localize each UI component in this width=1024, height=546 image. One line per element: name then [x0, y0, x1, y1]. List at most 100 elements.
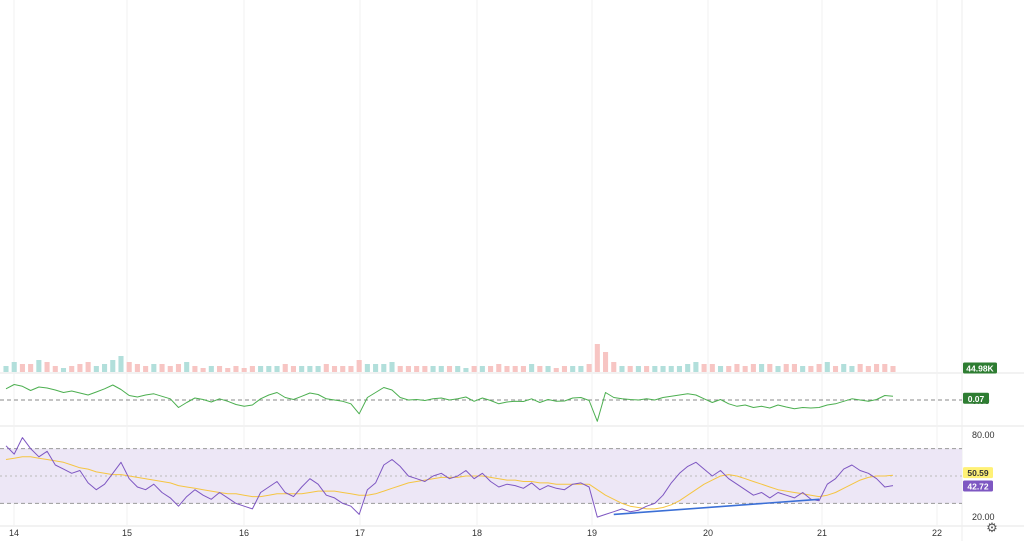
volume-bar	[200, 368, 206, 372]
volume-bar	[438, 366, 444, 372]
volume-bar	[60, 368, 67, 372]
volume-bar	[340, 366, 346, 372]
volume-bar	[520, 366, 526, 372]
time-axis-tick: 15	[122, 528, 132, 538]
volume-bar	[488, 366, 494, 372]
oscillator-line	[5, 384, 894, 422]
volume-bar	[167, 366, 173, 372]
volume-bar	[348, 366, 354, 372]
volume-bar	[652, 366, 658, 372]
volume-bar	[668, 366, 674, 372]
rsi-ma-tag-bg	[963, 467, 993, 479]
time-axis-tick: 19	[587, 528, 597, 538]
volume-bar	[734, 364, 740, 372]
volume-bar	[266, 366, 272, 372]
time-axis-tick: 18	[472, 528, 482, 538]
volume-bar	[159, 364, 165, 372]
volume-bar	[216, 366, 223, 372]
rsi-trendline[interactable]	[613, 498, 820, 516]
volume-bar	[529, 364, 535, 372]
volume-bar	[85, 362, 91, 372]
volume-bar	[644, 366, 650, 372]
volume-bar	[635, 366, 641, 372]
rsi-value-tag: 42.72	[963, 480, 993, 492]
volume-bar	[874, 364, 880, 372]
volume-bar	[126, 362, 132, 372]
volume-bar	[676, 366, 683, 372]
volume-bar	[824, 362, 830, 372]
volume-bar	[783, 364, 789, 372]
volume-bar	[479, 366, 485, 372]
volume-bar	[841, 364, 847, 372]
volume-bar	[364, 364, 370, 372]
volume-bar	[603, 352, 609, 372]
volume-bar	[857, 364, 863, 372]
volume-bar	[832, 366, 839, 372]
volume-bar	[11, 362, 17, 372]
volume-bar	[890, 366, 896, 372]
volume-bar	[77, 364, 83, 372]
oscillator-tag-bg	[963, 392, 989, 404]
volume-bar	[118, 356, 124, 372]
rsi-panel[interactable]	[0, 437, 962, 518]
volume-bar	[471, 366, 477, 372]
volume-bar	[175, 364, 182, 372]
volume-bar	[36, 360, 42, 372]
volume-bar	[299, 366, 305, 372]
price-axis[interactable]: 0.0000090000.0000088000.0000086000.00000…	[972, 0, 1024, 522]
rsi-axis-tick: 20.00	[972, 512, 995, 522]
volume-bar	[422, 366, 428, 372]
volume-bar	[742, 366, 748, 372]
volume-bar	[208, 366, 214, 372]
time-axis[interactable]: 14 15 16 17 18 19 20 21 22	[9, 528, 942, 538]
volume-bar	[307, 366, 313, 372]
volume-bar	[414, 366, 420, 372]
volume-bar	[693, 362, 699, 372]
volume-bar	[570, 366, 576, 372]
volume-bar	[545, 366, 551, 372]
volume-bar	[791, 364, 797, 372]
volume-bar	[537, 366, 543, 372]
time-axis-tick: 14	[9, 528, 19, 538]
volume-bar	[750, 364, 756, 372]
volume-bar	[381, 364, 387, 372]
volume-bar	[800, 366, 806, 372]
volume-bar	[775, 366, 781, 372]
volume-bar	[93, 366, 99, 372]
volume-bar	[430, 366, 436, 372]
volume-bar	[134, 364, 140, 372]
volume-bar	[315, 366, 321, 372]
volume-bar	[225, 368, 231, 372]
volume-bar	[463, 368, 469, 372]
rsi-axis-tick: 80.00	[972, 430, 995, 440]
volume-bar	[455, 366, 461, 372]
volume-bar	[685, 364, 691, 372]
volume-bar	[249, 366, 255, 372]
volume-bar	[512, 366, 518, 372]
rsi-ma-line	[5, 456, 894, 510]
rsi-ma-tag-text: 50.59	[967, 468, 989, 478]
volume-bar	[19, 364, 25, 372]
volume-bar	[184, 362, 190, 372]
volume-bar	[709, 364, 715, 372]
volume-bar	[446, 366, 453, 372]
volume-bar	[373, 364, 379, 372]
volume-bar	[389, 362, 395, 372]
volume-bar	[594, 344, 600, 372]
volume-bar	[496, 364, 502, 372]
volume-bar	[258, 366, 264, 372]
volume-bar	[331, 366, 338, 372]
volume-bar	[44, 362, 50, 372]
volume-bar	[586, 364, 592, 372]
volume-bar	[143, 366, 149, 372]
chart-settings-icon[interactable]: ⚙	[986, 521, 998, 536]
oscillator-panel[interactable]	[0, 384, 962, 422]
volume-tag-bg	[963, 362, 997, 374]
volume-bar	[767, 364, 773, 372]
time-axis-tick: 17	[355, 528, 365, 538]
time-axis-tick: 20	[703, 528, 713, 538]
volume-tag: 44.98K	[963, 362, 997, 374]
volume-bar	[69, 366, 75, 372]
